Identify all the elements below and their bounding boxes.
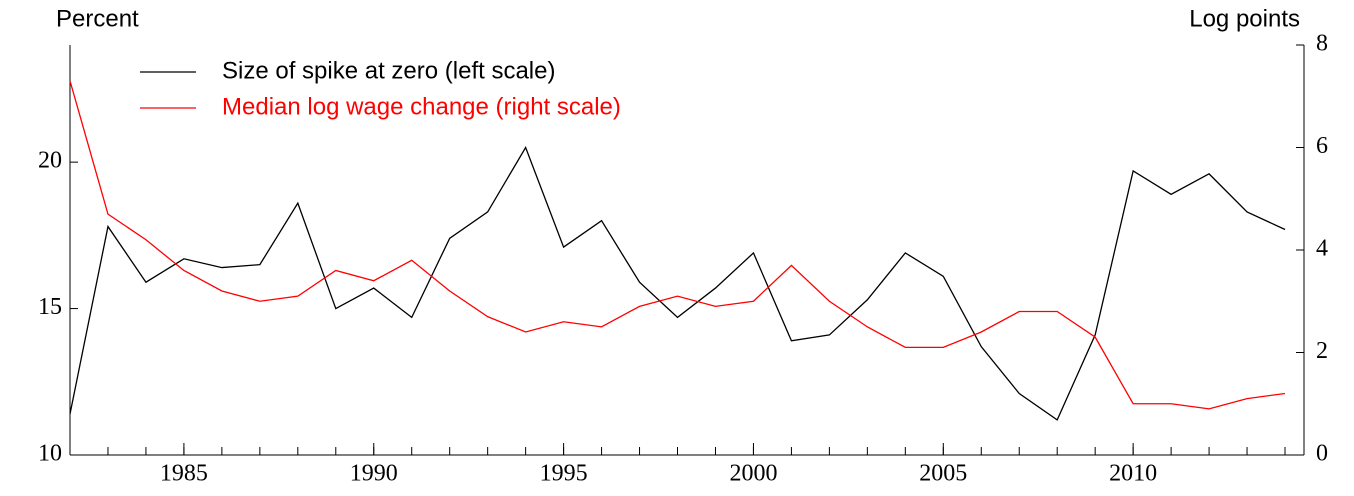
legend-label: Size of spike at zero (left scale) — [222, 57, 555, 84]
y2-tick-label: 0 — [1316, 441, 1328, 467]
y2-tick-label: 6 — [1316, 133, 1328, 159]
legend-label: Median log wage change (right scale) — [222, 93, 621, 120]
x-tick-label: 1995 — [540, 461, 588, 487]
y-tick-label: 15 — [38, 294, 62, 320]
x-tick-label: 2000 — [729, 461, 777, 487]
y2-tick-label: 4 — [1316, 236, 1328, 262]
series-line — [69, 146, 1286, 421]
y-axis-title: Percent — [56, 5, 139, 32]
y-tick-label: 10 — [38, 441, 62, 467]
x-tick-label: 1990 — [350, 461, 398, 487]
series-line — [69, 80, 1286, 410]
x-tick-label: 2010 — [1109, 461, 1157, 487]
x-tick-label: 2005 — [919, 461, 967, 487]
y2-tick-label: 2 — [1316, 338, 1328, 364]
y-tick-label: 20 — [38, 148, 62, 174]
y2-tick-label: 8 — [1316, 31, 1328, 57]
x-tick-label: 1985 — [160, 461, 208, 487]
y2-axis-title: Log points — [1189, 5, 1300, 32]
